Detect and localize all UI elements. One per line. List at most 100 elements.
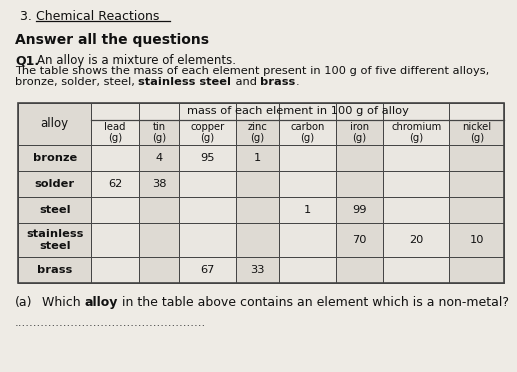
Text: iron
(g): iron (g) <box>350 122 369 143</box>
Bar <box>18 145 92 171</box>
Text: 33: 33 <box>250 265 265 275</box>
Text: alloy: alloy <box>85 296 118 309</box>
Text: stainless
steel: stainless steel <box>26 229 83 251</box>
Bar <box>179 103 236 120</box>
Bar <box>449 145 504 171</box>
Bar <box>139 257 179 283</box>
Bar <box>92 120 139 145</box>
Bar <box>279 120 336 145</box>
Bar <box>449 120 504 145</box>
Bar <box>18 257 92 283</box>
Bar <box>139 223 179 257</box>
Bar <box>279 257 336 283</box>
Bar <box>236 103 279 120</box>
Text: steel: steel <box>39 205 70 215</box>
Text: 99: 99 <box>352 205 367 215</box>
Text: An alloy is a mixture of elements.: An alloy is a mixture of elements. <box>37 54 236 67</box>
Text: 95: 95 <box>201 153 215 163</box>
Text: (a): (a) <box>15 296 33 309</box>
Text: 3.: 3. <box>20 10 40 23</box>
Bar <box>236 145 279 171</box>
Text: 67: 67 <box>201 265 215 275</box>
Text: stainless steel: stainless steel <box>139 77 232 87</box>
Bar <box>336 120 383 145</box>
Bar <box>279 171 336 197</box>
Bar <box>336 223 383 257</box>
Text: alloy: alloy <box>41 118 69 131</box>
Bar <box>336 257 383 283</box>
Text: copper
(g): copper (g) <box>191 122 225 143</box>
Bar <box>236 197 279 223</box>
Bar <box>179 120 236 145</box>
Text: Which: Which <box>42 296 85 309</box>
Text: .: . <box>295 77 299 87</box>
Bar <box>18 197 92 223</box>
Bar <box>139 171 179 197</box>
Text: and: and <box>232 77 260 87</box>
Bar <box>18 223 92 257</box>
Bar <box>236 171 279 197</box>
Text: 38: 38 <box>152 179 166 189</box>
Text: zinc
(g): zinc (g) <box>248 122 267 143</box>
Text: Chemical Reactions: Chemical Reactions <box>36 10 159 23</box>
Text: 4: 4 <box>156 153 163 163</box>
Bar <box>449 171 504 197</box>
Bar <box>179 171 236 197</box>
Bar <box>449 223 504 257</box>
Text: in the table above contains an element which is a non-metal?: in the table above contains an element w… <box>118 296 509 309</box>
Text: 62: 62 <box>108 179 123 189</box>
Bar <box>179 197 236 223</box>
Bar <box>92 197 139 223</box>
Text: bronze, solder, steel,: bronze, solder, steel, <box>15 77 139 87</box>
Bar <box>336 171 383 197</box>
Bar <box>236 257 279 283</box>
Text: The table shows the mass of each element present in 100 g of five different allo: The table shows the mass of each element… <box>15 66 489 76</box>
Text: chromium
(g): chromium (g) <box>391 122 442 143</box>
Bar <box>383 171 449 197</box>
Bar <box>236 120 279 145</box>
Bar <box>449 197 504 223</box>
Text: 10: 10 <box>469 235 484 245</box>
Text: 70: 70 <box>352 235 367 245</box>
Text: 1: 1 <box>303 205 311 215</box>
Bar <box>383 257 449 283</box>
Bar <box>279 197 336 223</box>
Bar <box>236 223 279 257</box>
Text: brass: brass <box>260 77 295 87</box>
Bar <box>279 223 336 257</box>
Bar <box>449 103 504 120</box>
Text: nickel
(g): nickel (g) <box>462 122 491 143</box>
Bar <box>139 120 179 145</box>
Text: bronze: bronze <box>33 153 77 163</box>
Text: Q1.: Q1. <box>15 54 39 67</box>
Bar <box>383 145 449 171</box>
Text: mass of each element in 100 g of alloy: mass of each element in 100 g of alloy <box>187 106 408 116</box>
Bar <box>139 197 179 223</box>
Bar <box>179 145 236 171</box>
Text: lead
(g): lead (g) <box>104 122 126 143</box>
Bar <box>449 257 504 283</box>
Bar <box>18 103 92 145</box>
Bar <box>336 103 383 120</box>
Bar <box>279 103 336 120</box>
Bar <box>336 145 383 171</box>
Text: 20: 20 <box>409 235 423 245</box>
Text: tin
(g): tin (g) <box>152 122 166 143</box>
Bar <box>92 103 139 120</box>
Text: Answer all the questions: Answer all the questions <box>15 33 209 47</box>
Bar <box>92 223 139 257</box>
Bar <box>18 171 92 197</box>
Bar <box>18 103 504 283</box>
Bar <box>92 171 139 197</box>
Text: ...................................................: ........................................… <box>15 316 206 329</box>
Text: 1: 1 <box>254 153 261 163</box>
Bar <box>383 103 449 120</box>
Text: carbon
(g): carbon (g) <box>290 122 324 143</box>
Bar <box>383 223 449 257</box>
Bar <box>139 145 179 171</box>
Bar <box>279 145 336 171</box>
Bar <box>383 197 449 223</box>
Text: brass: brass <box>37 265 72 275</box>
Bar <box>383 120 449 145</box>
Bar <box>179 257 236 283</box>
